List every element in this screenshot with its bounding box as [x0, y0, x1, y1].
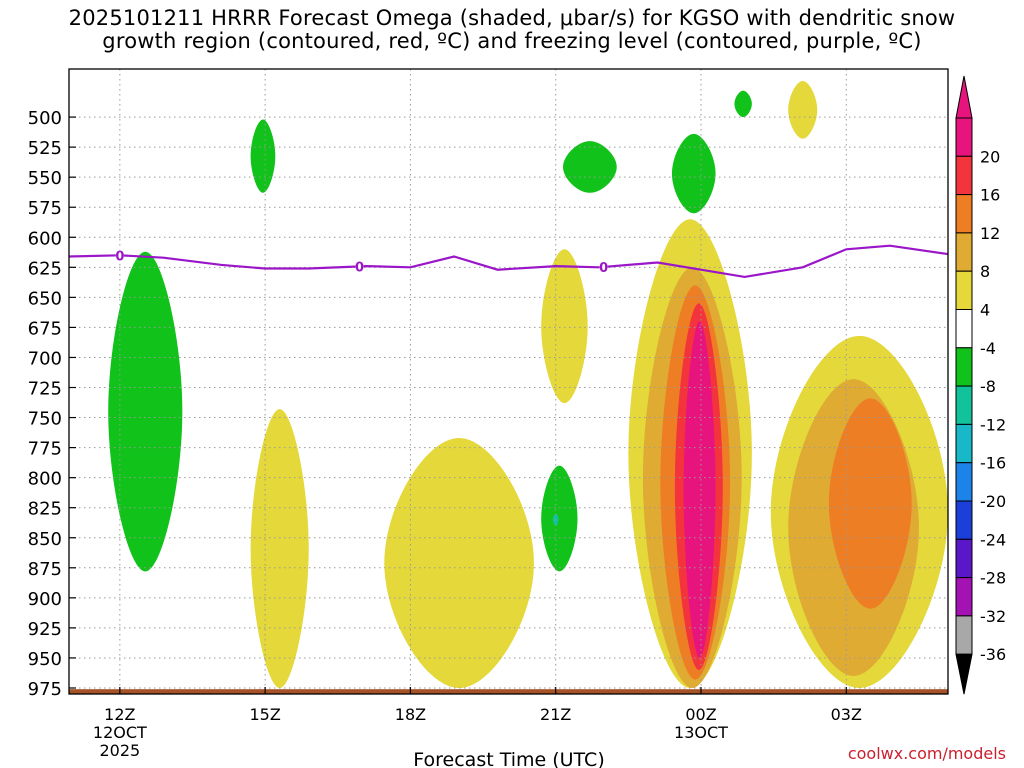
x-tick-sublabel-12Z-1: 2025	[99, 741, 140, 760]
colorbar-label-8: 8	[980, 262, 990, 281]
y-tick-label-950: 950	[28, 649, 62, 670]
chart-title-line-2: growth region (contoured, red, ºC) and f…	[102, 29, 922, 53]
omega-region-4	[562, 141, 617, 193]
colorbar-swatch-5	[955, 309, 973, 349]
colorbar-label--28: -28	[980, 569, 1006, 588]
x-tick-label-12Z: 12Z	[104, 705, 135, 724]
y-tick-label-800: 800	[28, 469, 62, 490]
omega-region-19	[683, 321, 716, 658]
freezing-level-contour: 0 0 0	[69, 244, 948, 279]
grid-lines	[69, 69, 948, 694]
site-watermark: coolwx.com/models	[847, 744, 1006, 763]
freezing-level-line	[69, 244, 948, 279]
x-tick-label-03Z: 03Z	[831, 705, 862, 724]
x-tick-sublabel-00Z-0: 13OCT	[674, 723, 728, 742]
colorbar-label--16: -16	[980, 454, 1006, 473]
omega-region-9	[384, 437, 534, 688]
colorbar-swatch-0	[955, 117, 973, 157]
x-tick-label-21Z: 21Z	[540, 705, 571, 724]
y-tick-label-850: 850	[28, 529, 62, 550]
x-tick-label-00Z: 00Z	[685, 705, 716, 724]
y-tick-label-625: 625	[28, 258, 62, 279]
omega-shaded-fields	[69, 81, 948, 694]
freezing-label-bg-2	[599, 260, 608, 273]
colorbar-label--32: -32	[980, 607, 1006, 626]
colorbar-label--4: -4	[980, 339, 996, 358]
freezing-label-bg-1	[355, 260, 364, 273]
omega-region-1	[250, 119, 276, 193]
colorbar-label-12: 12	[980, 224, 1000, 243]
omega-region-5	[671, 133, 716, 214]
x-axis-label: Forecast Time (UTC)	[413, 749, 604, 768]
colorbar-label-20: 20	[980, 147, 1000, 166]
y-tick-label-875: 875	[28, 559, 62, 580]
freezing-level-label-1: 0	[355, 260, 364, 275]
y-tick-label-500: 500	[28, 108, 62, 129]
colorbar-swatch-13	[955, 615, 973, 655]
colorbar-swatch-2	[955, 194, 973, 234]
colorbar-label--36: -36	[980, 645, 1006, 664]
y-tick-label-650: 650	[28, 288, 62, 309]
freezing-label-bg-0	[115, 249, 124, 262]
omega-region-2	[541, 465, 578, 572]
colorbar-swatch-11	[955, 538, 973, 579]
colorbar-swatch-12	[955, 577, 973, 617]
x-tick-label-15Z: 15Z	[249, 705, 280, 724]
colorbar-top-arrow	[955, 75, 973, 119]
terrain-strip	[69, 689, 948, 694]
y-tick-label-775: 775	[28, 439, 62, 460]
y-tick-label-750: 750	[28, 409, 62, 430]
colorbar-label-16: 16	[980, 186, 1000, 205]
y-axis-ticks: 500 525 550 575 600 625 650 675 700 725 750 775 800 8…	[28, 108, 76, 700]
colorbar: 20 16 12 8 4 -4 -8 -12 -16 -20 -24 -28 -32 -36	[955, 75, 1006, 695]
y-tick-label-700: 700	[28, 348, 62, 369]
colorbar-label-4: 4	[980, 301, 990, 320]
colorbar-swatch-3	[955, 232, 973, 272]
y-tick-label-600: 600	[28, 228, 62, 249]
y-tick-label-550: 550	[28, 168, 62, 189]
plot-frame	[68, 68, 949, 695]
chart-title-line-1: 2025101211 HRRR Forecast Omega (shaded, …	[68, 6, 956, 30]
omega-region-17	[828, 398, 912, 609]
colorbar-label--8: -8	[980, 377, 996, 396]
x-tick-sublabel-12Z-0: 12OCT	[93, 723, 147, 742]
colorbar-swatch-8	[955, 423, 973, 464]
colorbar-swatch-10	[955, 500, 973, 540]
omega-region-8	[250, 409, 309, 688]
freezing-level-label-2: 0	[599, 261, 608, 276]
x-tick-label-18Z: 18Z	[395, 705, 426, 724]
freezing-level-label-0: 0	[115, 249, 124, 264]
y-tick-label-925: 925	[28, 619, 62, 640]
y-tick-label-725: 725	[28, 379, 62, 400]
omega-region-12	[788, 81, 818, 139]
colorbar-swatch-6	[955, 347, 973, 387]
omega-region-10	[541, 249, 588, 404]
colorbar-label--20: -20	[980, 492, 1006, 511]
colorbar-swatch-1	[955, 155, 973, 196]
y-tick-label-825: 825	[28, 499, 62, 520]
colorbar-swatch-7	[955, 385, 973, 425]
omega-region-0	[108, 251, 183, 572]
y-tick-label-975: 975	[28, 679, 62, 700]
omega-region-6	[734, 90, 752, 118]
y-tick-label-675: 675	[28, 318, 62, 339]
y-tick-label-900: 900	[28, 589, 62, 610]
colorbar-label--12: -12	[980, 415, 1006, 434]
y-tick-label-525: 525	[28, 138, 62, 159]
colorbar-swatch-4	[955, 270, 973, 311]
colorbar-swatch-9	[955, 462, 973, 502]
y-tick-label-575: 575	[28, 198, 62, 219]
colorbar-bottom-arrow	[955, 653, 973, 695]
colorbar-label--24: -24	[980, 530, 1006, 549]
